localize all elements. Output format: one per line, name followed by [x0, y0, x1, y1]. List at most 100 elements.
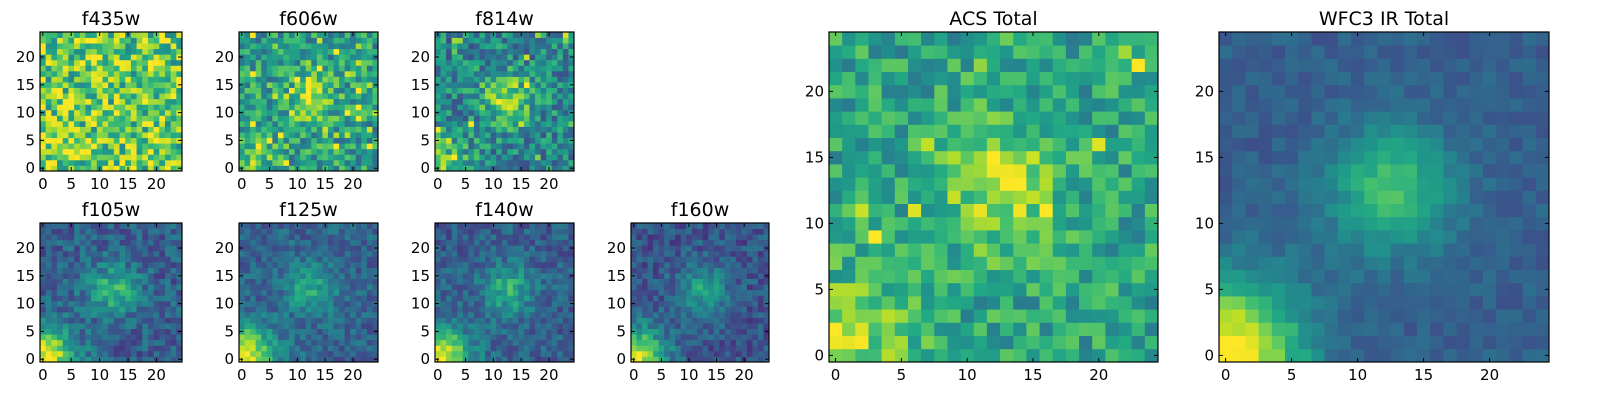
cell-f105w-6-10	[96, 323, 103, 330]
cell-f160w-20-5	[658, 245, 665, 252]
cell-f814w-21-11	[496, 48, 503, 55]
cell-f606w-24-1	[244, 32, 251, 38]
cell-f125w-24-24	[372, 223, 379, 229]
cell-f814w-10-9	[485, 109, 491, 116]
cell-f606w-6-2	[250, 132, 257, 139]
cell-acs-total-9-23	[1131, 230, 1146, 244]
cell-f160w-21-3	[647, 239, 654, 246]
ytick-label-f435w-5: 5	[25, 131, 35, 149]
cell-f105w-2-0	[40, 345, 47, 352]
cell-f160w-17-2	[642, 261, 648, 268]
xtick-label-f160w-10: 10	[679, 366, 698, 384]
cell-f435w-17-12	[108, 70, 115, 77]
cell-f160w-2-20	[741, 345, 748, 352]
cell-f160w-13-18	[730, 284, 737, 291]
cell-f105w-16-10	[96, 267, 103, 274]
cell-f160w-14-0	[631, 278, 637, 285]
cell-f435w-16-9	[91, 76, 98, 83]
cell-f140w-6-21	[551, 323, 558, 330]
cell-f435w-19-21	[159, 59, 166, 66]
cell-f814w-0-8	[479, 165, 486, 172]
cell-f606w-1-23	[366, 159, 373, 166]
cell-acs-total-6-22	[1118, 269, 1133, 284]
cell-f140w-19-18	[535, 250, 542, 257]
cell-f105w-19-14	[119, 250, 126, 257]
cell-f140w-12-9	[485, 289, 491, 296]
cell-f125w-5-22	[361, 328, 368, 335]
cell-f160w-2-23	[757, 345, 764, 352]
cell-f160w-12-22	[752, 289, 759, 296]
cell-f160w-12-3	[647, 289, 654, 296]
cell-f606w-17-11	[300, 70, 307, 77]
cell-f105w-17-18	[142, 261, 149, 268]
cell-f140w-21-21	[551, 239, 558, 246]
cell-f435w-6-17	[136, 132, 143, 139]
cell-f125w-18-15	[322, 256, 329, 263]
cell-f435w-22-9	[91, 43, 98, 50]
xtick-label-f606w-20: 20	[343, 175, 362, 193]
cell-acs-total-5-21	[1105, 282, 1119, 297]
cell-f105w-5-6	[74, 328, 81, 335]
cell-f160w-1-22	[752, 350, 759, 357]
cell-f606w-16-7	[277, 76, 284, 83]
cell-acs-total-11-13	[1000, 203, 1014, 218]
cell-f125w-4-14	[316, 334, 323, 341]
cell-f105w-17-16	[130, 261, 137, 268]
cell-f814w-23-4	[457, 37, 464, 44]
cell-f814w-17-1	[440, 70, 447, 77]
cell-f125w-16-22	[361, 267, 368, 274]
cell-f125w-20-19	[344, 245, 351, 252]
cell-f814w-4-13	[507, 143, 514, 150]
cell-f435w-22-8	[85, 43, 92, 50]
cell-f140w-15-8	[479, 273, 486, 279]
cell-f160w-16-12	[697, 267, 704, 274]
cell-f105w-9-0	[40, 306, 47, 313]
cell-f435w-7-10	[96, 126, 103, 133]
cell-f105w-0-2	[51, 356, 58, 363]
cell-f105w-13-12	[108, 284, 115, 291]
cell-f814w-12-1	[440, 98, 447, 105]
cell-acs-total-5-2	[855, 282, 869, 297]
cell-f435w-11-16	[130, 104, 137, 111]
cell-f814w-1-0	[435, 159, 441, 166]
cell-f814w-22-13	[507, 43, 514, 50]
cell-acs-total-1-0	[829, 335, 843, 350]
cell-acs-total-12-1	[842, 190, 856, 204]
cell-f140w-23-4	[457, 228, 464, 235]
cell-f606w-9-13	[311, 115, 318, 122]
cell-f140w-12-7	[473, 289, 480, 296]
cell-acs-total-11-24	[1144, 203, 1159, 218]
cell-f105w-19-9	[91, 250, 98, 257]
cell-acs-total-8-11	[973, 243, 988, 257]
cell-f814w-8-15	[518, 120, 525, 127]
cell-f160w-14-6	[664, 278, 671, 285]
cell-f105w-12-9	[91, 289, 98, 296]
cell-f160w-17-0	[631, 261, 637, 268]
ytick-label-f814w-10: 10	[411, 104, 430, 122]
cell-f105w-12-24	[176, 289, 183, 296]
cell-f814w-4-14	[512, 143, 519, 150]
cell-f140w-24-23	[562, 223, 569, 229]
cell-f105w-23-2	[51, 228, 58, 235]
cell-f606w-4-11	[300, 143, 307, 150]
cell-acs-total-7-18	[1065, 256, 1080, 270]
cell-f125w-4-0	[239, 334, 245, 341]
panel-title-f160w: f160w	[671, 199, 730, 221]
cell-f160w-23-8	[675, 228, 682, 235]
cell-f140w-0-13	[507, 356, 514, 363]
cell-f125w-16-10	[294, 267, 301, 274]
cell-f814w-1-22	[557, 159, 564, 166]
cell-f606w-11-8	[283, 104, 290, 111]
cell-f606w-2-22	[361, 154, 368, 161]
cell-acs-total-6-11	[973, 269, 988, 284]
cell-f105w-10-17	[136, 300, 143, 307]
cell-f160w-15-21	[746, 273, 753, 279]
cell-f105w-9-15	[125, 306, 132, 313]
cell-f125w-17-17	[333, 261, 340, 268]
cell-f105w-14-22	[164, 278, 172, 285]
cell-f814w-22-11	[496, 43, 503, 50]
cell-f105w-6-18	[142, 323, 149, 330]
cell-f105w-4-13	[113, 334, 120, 341]
cell-acs-total-11-5	[894, 203, 909, 218]
cell-f435w-1-9	[91, 159, 98, 166]
